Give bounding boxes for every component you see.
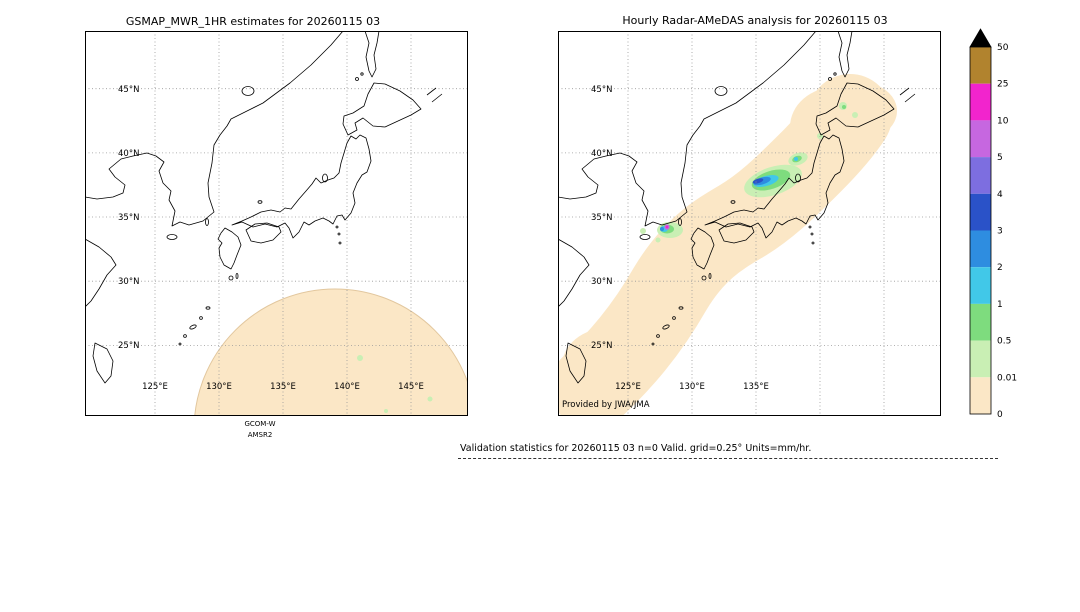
validation-statistics: Validation statistics for 20260115 03 n=… bbox=[460, 443, 812, 454]
colorbar-segment bbox=[970, 340, 991, 378]
lat-tick-label: 30°N bbox=[591, 277, 612, 287]
swath-rain-specks bbox=[357, 355, 433, 413]
colorbar: 50 25 10 5 4 3 2 1 0.5 0.01 0 bbox=[969, 28, 1017, 420]
colorbar-tick-label: 0.01 bbox=[997, 373, 1017, 383]
left-map-title: GSMAP_MWR_1HR estimates for 20260115 03 bbox=[125, 15, 381, 28]
right-map: 45°N 40°N 35°N 30°N 25°N 125°E 130°E 135… bbox=[558, 31, 941, 416]
colorbar-tick-label: 2 bbox=[997, 263, 1003, 273]
swath-circle bbox=[194, 288, 468, 416]
lat-tick-label: 35°N bbox=[591, 213, 612, 223]
colorbar-segment bbox=[970, 193, 991, 231]
right-map-frame bbox=[558, 31, 941, 416]
satellite-swath bbox=[194, 288, 468, 416]
sensor-name: AMSR2 bbox=[247, 430, 273, 439]
colorbar-overflow-triangle bbox=[969, 28, 992, 48]
lat-tick-label: 40°N bbox=[118, 149, 139, 159]
lon-tick-label: 130°E bbox=[679, 382, 705, 392]
colorbar-tick-label: 4 bbox=[997, 190, 1003, 200]
lon-tick-label: 125°E bbox=[615, 382, 641, 392]
precip-strong-blue bbox=[752, 178, 764, 184]
left-map: 45°N 40°N 35°N 30°N 25°N 125°E 130°E 135… bbox=[85, 31, 468, 416]
lat-tick-label: 25°N bbox=[591, 341, 612, 351]
lon-tick-label: 145°E bbox=[398, 382, 424, 392]
colorbar-tick-label: 1 bbox=[997, 300, 1003, 310]
colorbar-segment bbox=[970, 267, 991, 304]
colorbar-tick-label: 0 bbox=[997, 410, 1003, 420]
precip-trace-band bbox=[558, 74, 892, 416]
colorbar-tick-label: 3 bbox=[997, 227, 1003, 237]
precip-field bbox=[558, 74, 897, 416]
lat-tick-label: 25°N bbox=[118, 341, 139, 351]
right-map-title: Hourly Radar-AMeDAS analysis for 2026011… bbox=[622, 14, 888, 27]
colorbar-segment bbox=[970, 377, 991, 414]
left-map-frame bbox=[85, 31, 468, 416]
colorbar-outline bbox=[969, 46, 992, 415]
colorbar-tick-label: 5 bbox=[997, 153, 1003, 163]
colorbar-tick-label: 50 bbox=[997, 43, 1009, 53]
footer-divider bbox=[458, 458, 998, 459]
precip-magenta bbox=[665, 225, 669, 229]
colorbar-segment bbox=[970, 157, 991, 194]
lon-tick-label: 135°E bbox=[270, 382, 296, 392]
lat-tick-label: 35°N bbox=[118, 213, 139, 223]
lon-tick-label: 135°E bbox=[743, 382, 769, 392]
colorbar-segment bbox=[970, 83, 991, 121]
data-credit: Provided by JWA/JMA bbox=[562, 400, 650, 410]
lat-tick-label: 45°N bbox=[118, 85, 139, 95]
lon-tick-label: 130°E bbox=[206, 382, 232, 392]
lon-tick-label: 140°E bbox=[334, 382, 360, 392]
colorbar-segment bbox=[970, 230, 991, 268]
colorbar-tick-label: 25 bbox=[997, 80, 1008, 90]
satellite-name: GCOM-W bbox=[244, 420, 276, 428]
lon-tick-label: 125°E bbox=[142, 382, 168, 392]
lat-tick-label: 45°N bbox=[591, 85, 612, 95]
colorbar-segment bbox=[970, 47, 991, 84]
colorbar-segment bbox=[970, 120, 991, 158]
lat-tick-label: 40°N bbox=[591, 149, 612, 159]
colorbar-segment bbox=[970, 303, 991, 341]
colorbar-tick-label: 10 bbox=[997, 116, 1009, 126]
colorbar-tick-label: 0.5 bbox=[997, 337, 1011, 347]
lat-tick-label: 30°N bbox=[118, 277, 139, 287]
satellite-source: GCOM-W AMSR2 bbox=[200, 419, 320, 440]
